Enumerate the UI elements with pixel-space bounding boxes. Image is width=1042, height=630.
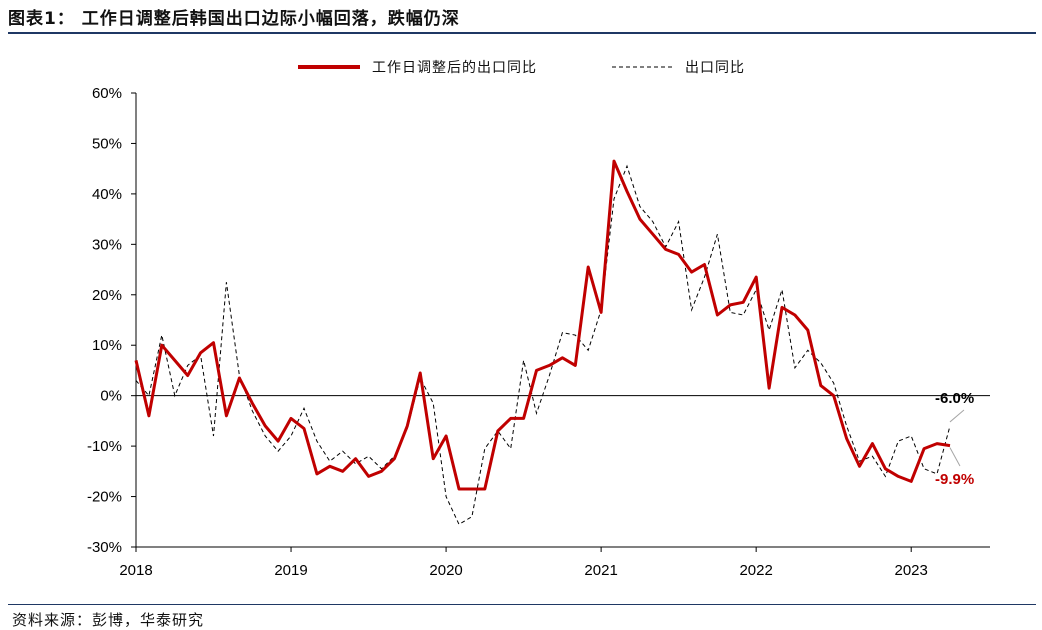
annotation-leader-raw	[949, 409, 965, 423]
annotation-raw-last: -6.0%	[935, 390, 974, 407]
bottom-rule	[8, 604, 1036, 605]
y-tick-label: -20%	[87, 489, 122, 506]
legend-label-adjusted: 工作日调整后的出口同比	[372, 60, 537, 76]
annotation-adjusted-last: -9.9%	[935, 471, 974, 488]
x-tick-label: 2023	[895, 562, 928, 579]
series-group	[134, 159, 951, 526]
line-chart: -30% -20% -10% 0% 10% 20% 30% 40% 50% 60% 2018 2019…	[87, 60, 990, 579]
y-tick-label: -10%	[87, 438, 122, 455]
x-tick-label: 2020	[429, 562, 462, 579]
y-tick-label: 60%	[92, 85, 122, 102]
x-tick-label: 2019	[274, 562, 307, 579]
y-tick-label: 10%	[92, 337, 122, 354]
y-tick-label: 30%	[92, 236, 122, 253]
x-tick-label: 2018	[119, 562, 152, 579]
top-rule	[8, 32, 1036, 34]
y-tick-label: 50%	[92, 135, 122, 152]
y-tick-label: -30%	[87, 539, 122, 556]
source-note: 资料来源：彭博，华泰研究	[12, 611, 205, 629]
chart-title: 图表1： 工作日调整后韩国出口边际小幅回落，跌幅仍深	[8, 9, 460, 29]
axes-group: -30% -20% -10% 0% 10% 20% 30% 40% 50% 60% 2018 2019…	[87, 85, 990, 579]
annotation-group: -6.0% -9.9%	[935, 390, 974, 488]
x-tick-label: 2021	[584, 562, 617, 579]
x-tick-label: 2022	[739, 562, 772, 579]
series-line-raw-exports	[135, 164, 951, 526]
y-tick-label: 20%	[92, 287, 122, 304]
legend-label-raw: 出口同比	[685, 60, 745, 76]
legend: 工作日调整后的出口同比 出口同比	[298, 60, 745, 76]
annotation-leader-adjusted	[949, 447, 961, 467]
y-tick-label: 0%	[100, 388, 122, 405]
series-line-adjusted-exports	[134, 159, 951, 491]
y-tick-label: 40%	[92, 186, 122, 203]
